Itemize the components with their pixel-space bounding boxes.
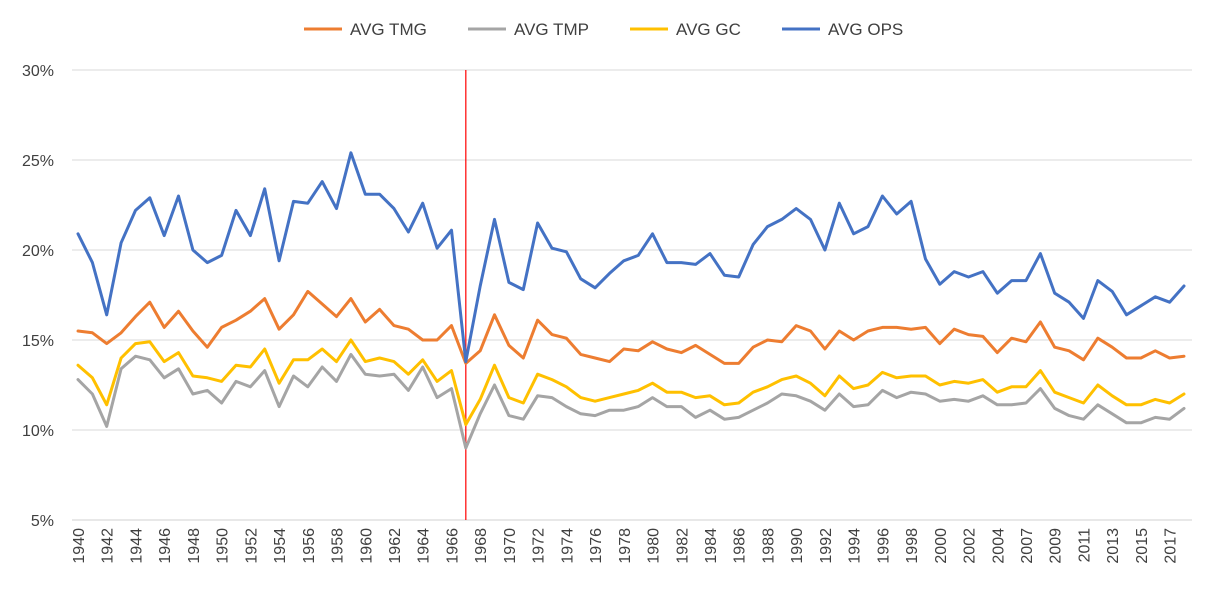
x-tick-label: 2009 (1048, 528, 1065, 564)
x-tick-label: 1962 (387, 528, 404, 564)
y-tick-label: 5% (31, 513, 54, 530)
series-line-avg-gc (76, 338, 1186, 427)
x-tick-label: 2002 (962, 528, 979, 564)
y-tick-label: 10% (22, 423, 54, 440)
x-tick-label: 1942 (100, 528, 117, 564)
legend: AVG TMG AVG TMP AVG GC AVG OPS (304, 20, 903, 39)
x-tick-label: 1996 (875, 528, 892, 564)
x-tick-label: 2004 (990, 528, 1007, 564)
x-tick-label: 1988 (760, 528, 777, 564)
y-axis: 5% 10% 15% 20% 25% 30% (22, 63, 54, 530)
y-tick-label: 20% (22, 243, 54, 260)
legend-label-avg-tmg: AVG TMG (350, 20, 427, 39)
x-tick-label: 2015 (1134, 528, 1151, 564)
legend-label-avg-gc: AVG GC (676, 20, 741, 39)
x-tick-label: 1978 (617, 528, 634, 564)
x-tick-label: 1968 (473, 528, 490, 564)
x-tick-label: 1960 (358, 528, 375, 564)
x-tick-label: 1986 (732, 528, 749, 564)
x-tick-label: 1954 (272, 528, 289, 564)
legend-label-avg-ops: AVG OPS (828, 20, 903, 39)
x-tick-label: 2007 (1019, 528, 1036, 564)
x-tick-label: 1948 (186, 528, 203, 564)
x-tick-label: 2017 (1163, 528, 1180, 564)
y-tick-label: 30% (22, 63, 54, 80)
series-line-avg-ops (76, 151, 1186, 364)
x-tick-label: 1982 (674, 528, 691, 564)
y-tick-label: 25% (22, 153, 54, 170)
x-tick-label: 1990 (789, 528, 806, 564)
x-tick-label: 1984 (703, 528, 720, 564)
x-tick-label: 2013 (1105, 528, 1122, 564)
y-tick-label: 15% (22, 333, 54, 350)
x-tick-label: 1994 (847, 528, 864, 564)
x-tick-label: 1980 (646, 528, 663, 564)
x-tick-label: 1944 (128, 528, 145, 564)
x-tick-label: 1972 (531, 528, 548, 564)
x-tick-label: 1958 (330, 528, 347, 564)
x-tick-label: 1970 (502, 528, 519, 564)
x-tick-label: 1946 (157, 528, 174, 564)
x-tick-label: 1976 (588, 528, 605, 564)
x-tick-label: 2011 (1076, 528, 1093, 563)
x-tick-label: 1940 (71, 528, 88, 564)
x-tick-label: 1964 (416, 528, 433, 564)
x-axis: 1940 1942 1944 1946 1948 1950 1952 1954 1956 1958… (71, 528, 1180, 564)
x-tick-label: 1974 (559, 528, 576, 564)
series-lines (76, 151, 1186, 450)
gridlines (72, 69, 1192, 521)
x-tick-label: 1998 (904, 528, 921, 564)
series-line-avg-tmg (76, 289, 1186, 365)
x-tick-label: 1952 (243, 528, 260, 564)
series-line-avg-tmp (76, 352, 1186, 450)
x-tick-label: 2000 (933, 528, 950, 564)
legend-label-avg-tmp: AVG TMP (514, 20, 589, 39)
x-tick-label: 1966 (444, 528, 461, 564)
x-tick-label: 1950 (215, 528, 232, 564)
x-tick-label: 1992 (818, 528, 835, 564)
x-tick-label: 1956 (301, 528, 318, 564)
